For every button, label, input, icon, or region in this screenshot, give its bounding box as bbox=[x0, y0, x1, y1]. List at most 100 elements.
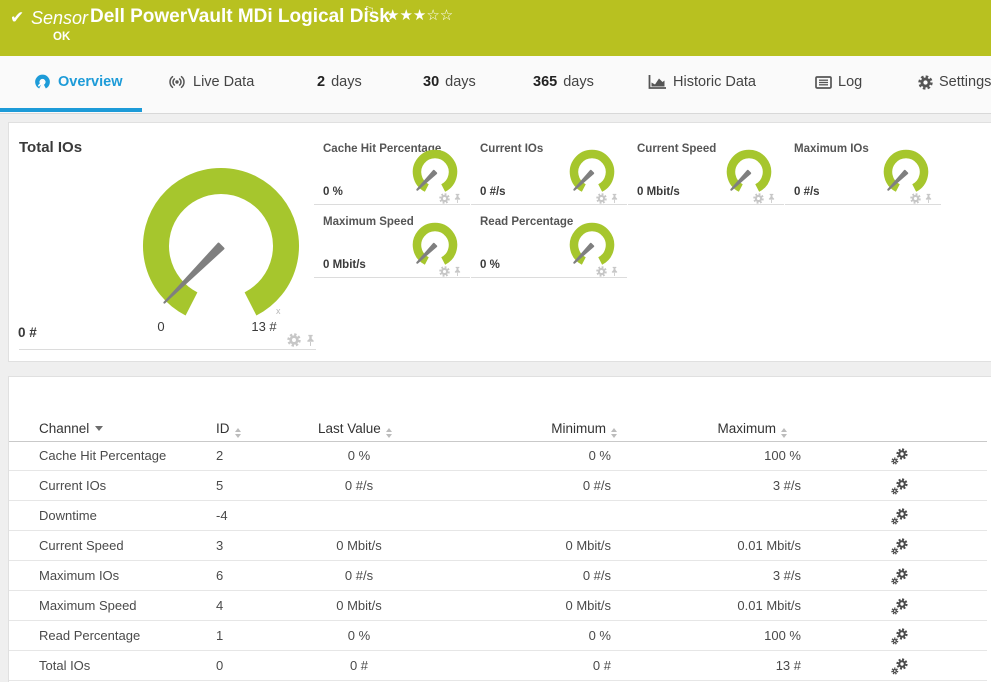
column-label: Maximum bbox=[717, 421, 776, 436]
tab-number: 30 bbox=[423, 74, 440, 90]
gauge-value: 0 #/s bbox=[794, 186, 820, 198]
channel-settings-gears-icon[interactable] bbox=[885, 531, 915, 560]
column-header-channel[interactable]: Channel bbox=[39, 417, 104, 441]
gauge-value: 0 % bbox=[480, 259, 500, 271]
cell-channel[interactable]: Cache Hit Percentage bbox=[39, 448, 167, 463]
gauge-title: Cache Hit Percentage bbox=[323, 143, 442, 155]
tab-365-days[interactable]: 365 days bbox=[533, 56, 594, 108]
gauge-title: Current IOs bbox=[480, 143, 544, 155]
cell-channel[interactable]: Current Speed bbox=[39, 538, 124, 553]
table-row: Read Percentage 1 0 % 0 % 100 % bbox=[9, 621, 987, 651]
channel-settings-gears-icon[interactable] bbox=[885, 561, 915, 590]
gear-icon[interactable] bbox=[287, 333, 301, 352]
tab-label: days bbox=[445, 74, 476, 90]
gauge-icon bbox=[33, 73, 52, 91]
pin-icon[interactable] bbox=[305, 334, 316, 352]
page-title: Dell PowerVault MDi Logical Disk bbox=[90, 6, 390, 27]
gear-icon[interactable] bbox=[910, 191, 921, 209]
gear-icon[interactable] bbox=[439, 264, 450, 282]
cell-channel[interactable]: Downtime bbox=[39, 508, 97, 523]
sensor-header: ✔ Sensor Dell PowerVault MDi Logical Dis… bbox=[0, 0, 991, 56]
gauge-current-speed[interactable]: Current Speed 0 Mbit/s bbox=[628, 141, 784, 205]
cell-last: 0 # bbox=[349, 658, 369, 673]
cell-max bbox=[655, 501, 801, 530]
column-header-minimum[interactable]: Minimum bbox=[467, 417, 617, 441]
channel-settings-gears-icon[interactable] bbox=[885, 471, 915, 500]
pin-icon[interactable] bbox=[924, 191, 933, 209]
divider bbox=[314, 204, 470, 205]
cell-channel[interactable]: Current IOs bbox=[39, 478, 107, 493]
gear-icon[interactable] bbox=[753, 191, 764, 209]
pin-icon[interactable] bbox=[767, 191, 776, 209]
column-header-maximum[interactable]: Maximum bbox=[655, 417, 787, 441]
table-row: Current IOs 5 0 #/s 0 #/s 3 #/s bbox=[9, 471, 987, 501]
primary-gauge-title: Total IOs bbox=[19, 139, 83, 156]
tab-historic-data[interactable]: Historic Data bbox=[648, 56, 756, 108]
tab-label: Overview bbox=[58, 74, 123, 90]
pin-icon[interactable] bbox=[453, 264, 462, 282]
channel-settings-gears-icon[interactable] bbox=[885, 621, 915, 650]
cell-channel[interactable]: Read Percentage bbox=[39, 628, 141, 643]
tab-2-days[interactable]: 2 days bbox=[317, 56, 362, 108]
gear-icon[interactable] bbox=[439, 191, 450, 209]
tab-label: Live Data bbox=[193, 74, 255, 90]
gauge-read-percentage[interactable]: Read Percentage 0 % bbox=[471, 214, 627, 278]
divider bbox=[785, 204, 941, 205]
gauge-dial bbox=[722, 147, 776, 201]
priority-stars[interactable]: ★★★☆☆ bbox=[386, 6, 454, 24]
cell-id: 6 bbox=[216, 568, 224, 583]
tab-label: Settings bbox=[939, 74, 991, 90]
gear-icon[interactable] bbox=[596, 264, 607, 282]
tab-30-days[interactable]: 30 days bbox=[423, 56, 476, 108]
cell-last: 0 % bbox=[347, 628, 371, 643]
cell-max: 0.01 Mbit/s bbox=[737, 538, 801, 553]
sort-icon bbox=[385, 428, 392, 438]
tab-number: 365 bbox=[533, 74, 558, 90]
cell-max: 100 % bbox=[764, 628, 801, 643]
gear-icon bbox=[918, 74, 933, 90]
gauge-maximum-ios[interactable]: Maximum IOs 0 #/s bbox=[785, 141, 941, 205]
cell-channel[interactable]: Maximum IOs bbox=[39, 568, 120, 583]
pin-icon[interactable] bbox=[610, 191, 619, 209]
column-header-last-value[interactable]: Last Value bbox=[318, 417, 392, 441]
tab-bar: Overview Live Data 2 days 30 days 365 days Histo… bbox=[0, 56, 991, 114]
gauge-value: 0 % bbox=[323, 186, 343, 198]
cell-min: 0 # bbox=[592, 658, 611, 673]
cell-channel[interactable]: Total IOs bbox=[39, 658, 91, 673]
channel-settings-gears-icon[interactable] bbox=[885, 591, 915, 620]
cell-id: 2 bbox=[216, 448, 224, 463]
cell-min: 0 % bbox=[588, 448, 611, 463]
pin-icon[interactable] bbox=[453, 191, 462, 209]
gauge-current-ios[interactable]: Current IOs 0 #/s bbox=[471, 141, 627, 205]
cell-min: 0 Mbit/s bbox=[565, 598, 611, 613]
divider bbox=[471, 277, 627, 278]
gear-icon[interactable] bbox=[596, 191, 607, 209]
cell-min: 0 #/s bbox=[582, 478, 611, 493]
cell-min: 0 % bbox=[588, 628, 611, 643]
gauge-value: 0 Mbit/s bbox=[323, 259, 366, 271]
priority-flag-icon[interactable]: ⚐ bbox=[364, 4, 375, 18]
tab-log[interactable]: Log bbox=[815, 56, 862, 108]
gauge-title: Current Speed bbox=[637, 143, 717, 155]
channel-settings-gears-icon[interactable] bbox=[885, 501, 915, 530]
cell-id: 3 bbox=[216, 538, 224, 553]
column-header-id[interactable]: ID bbox=[216, 417, 241, 441]
gauge-dial bbox=[879, 147, 933, 201]
channel-settings-gears-icon[interactable] bbox=[885, 441, 915, 470]
tab-settings[interactable]: Settings bbox=[918, 56, 991, 108]
tab-overview[interactable]: Overview bbox=[33, 56, 123, 108]
gauge-dial bbox=[408, 220, 462, 274]
table-row: Downtime -4 bbox=[9, 501, 987, 531]
cell-last: 0 Mbit/s bbox=[336, 598, 382, 613]
primary-gauge-dial bbox=[131, 158, 311, 338]
pin-icon[interactable] bbox=[610, 264, 619, 282]
tab-live-data[interactable]: Live Data bbox=[167, 56, 254, 108]
gauge-maximum-speed[interactable]: Maximum Speed 0 Mbit/s bbox=[314, 214, 470, 278]
channel-settings-gears-icon[interactable] bbox=[885, 651, 915, 680]
gauge-cache-hit-percentage[interactable]: Cache Hit Percentage 0 % bbox=[314, 141, 470, 205]
gauge-dial bbox=[565, 220, 619, 274]
table-row: Maximum Speed 4 0 Mbit/s 0 Mbit/s 0.01 Mbit/… bbox=[9, 591, 987, 621]
cell-channel[interactable]: Maximum Speed bbox=[39, 598, 137, 613]
cell-min bbox=[465, 501, 611, 530]
tab-label: days bbox=[331, 74, 362, 90]
